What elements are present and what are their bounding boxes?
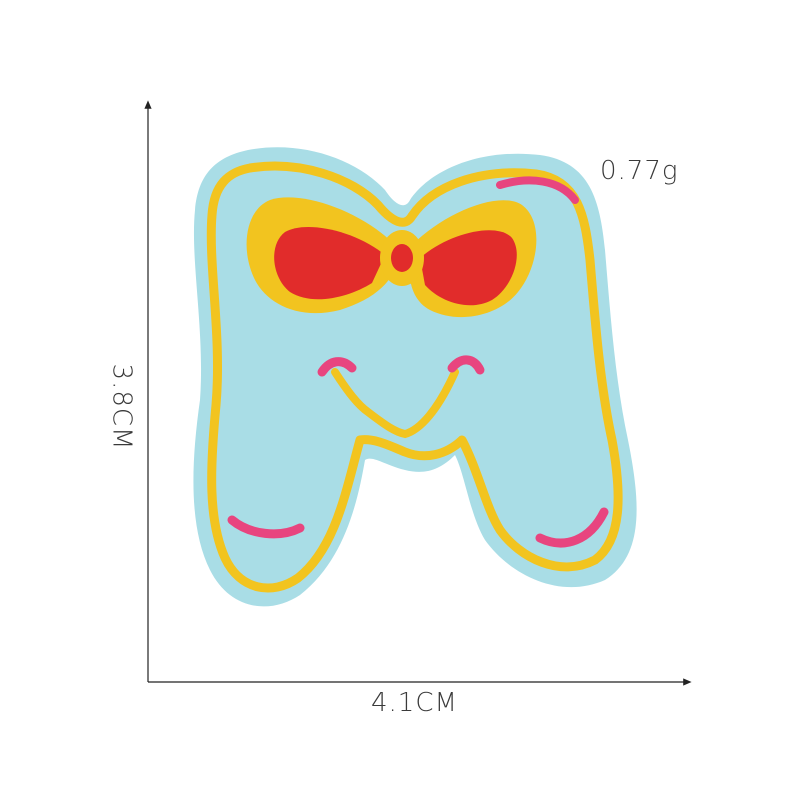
bow-ornament [246, 197, 537, 318]
pink-accent-bottom-right [535, 507, 609, 548]
height-dimension-label: 3.8CM [106, 363, 137, 451]
pink-accent-top-right [496, 176, 579, 204]
bow-knot-center [391, 244, 413, 272]
weight-label: 0.77g [600, 156, 679, 186]
patch-gold-outline [206, 161, 623, 593]
pink-accent-bottom-left [227, 515, 305, 539]
bow-left-wing-red [274, 226, 385, 300]
pink-accent-left-top [317, 357, 357, 377]
bow-right-wing-red [420, 230, 517, 306]
width-dimension-label: 4.1CM [371, 688, 458, 718]
pink-accent-right-top [447, 355, 485, 375]
patch-inner-m-stroke [331, 368, 459, 439]
